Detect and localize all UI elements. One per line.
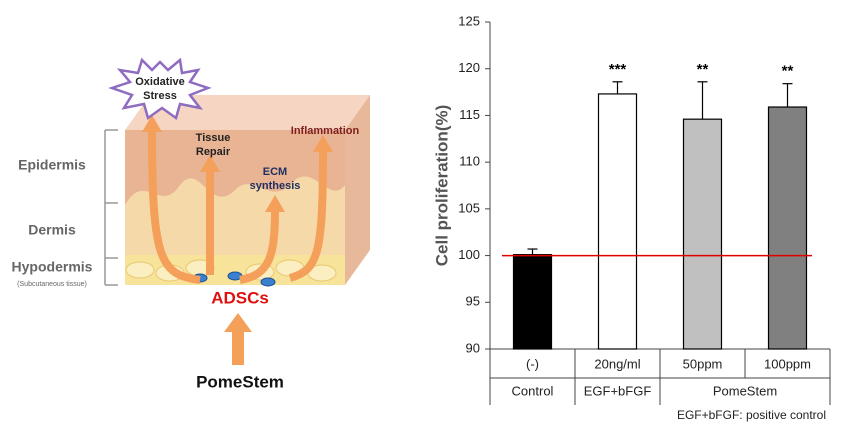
pathway-arrows [148, 129, 327, 284]
group-label: EGF+bFGF [584, 383, 652, 398]
bar [767, 106, 808, 350]
y-tick-label: 95 [466, 294, 480, 309]
significance-label: ** [697, 61, 709, 78]
dermis-layer [125, 176, 345, 260]
layer-label: Hypodermis [12, 259, 93, 275]
cells-label: ADSCs [211, 288, 269, 307]
bar [512, 254, 553, 350]
stress-burst [108, 57, 212, 121]
y-tick-label: 100 [458, 247, 480, 262]
group-label: Control [512, 383, 554, 398]
bar [597, 93, 638, 350]
repair-label: Repair [196, 146, 231, 158]
inflammation-label: Inflammation [291, 125, 360, 137]
significance-label: ** [782, 63, 794, 80]
repair-label: Tissue [196, 132, 231, 144]
y-tick-label: 120 [458, 60, 480, 75]
x-tick-label: 100ppm [764, 356, 811, 371]
footnote: EGF+bFGF: positive control [677, 408, 826, 422]
ecm-label: ECM [263, 166, 287, 178]
ecm-label: synthesis [250, 180, 301, 192]
skin-side [345, 95, 370, 285]
bar [682, 118, 723, 350]
layer-note: (Subcutaneous tissue) [17, 281, 87, 288]
x-tick-label: (-) [526, 356, 539, 371]
stress-label: Stress [143, 90, 177, 102]
layer-bracket [104, 129, 118, 286]
diagram: Oxidative Stress Tissue Repair ECM synth… [12, 57, 370, 391]
stress-label: Oxidative [135, 76, 185, 88]
layer-label: Dermis [28, 222, 76, 238]
x-tick-label: 20ng/ml [594, 356, 640, 371]
product-label: PomeStem [196, 372, 284, 391]
significance-label: *** [609, 61, 627, 78]
group-label: PomeStem [713, 383, 777, 398]
chart: Cell proliferation(%) 90 95 100 105 110 115 120… [432, 13, 831, 422]
arrow-heads [142, 115, 333, 365]
y-tick-label: 105 [458, 200, 480, 215]
y-tick-label: 115 [459, 107, 480, 122]
y-tick-label: 110 [459, 154, 480, 169]
y-tick-label: 90 [466, 340, 480, 355]
x-tick-label: 50ppm [683, 356, 723, 371]
layer-label: Epidermis [18, 157, 86, 173]
y-tick-label: 125 [458, 13, 480, 28]
y-axis-title: Cell proliferation(%) [432, 105, 451, 267]
